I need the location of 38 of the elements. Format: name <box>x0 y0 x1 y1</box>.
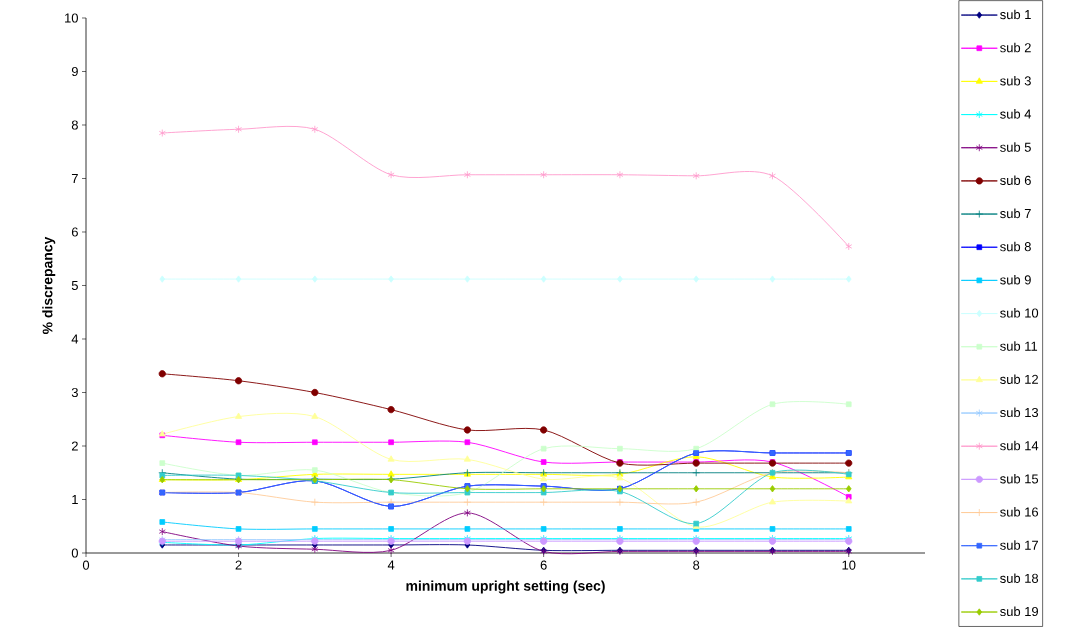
x-tick-label: 4 <box>387 560 395 570</box>
y-tick-label: 5 <box>71 280 78 291</box>
x-tick-label: 0 <box>82 560 90 570</box>
y-tick-label: 3 <box>71 387 78 398</box>
legend-label: sub 18 <box>1000 573 1039 583</box>
y-tick-label: 0 <box>71 548 78 558</box>
legend-label: sub 5 <box>1000 142 1031 152</box>
legend-label: sub 6 <box>1000 175 1031 185</box>
legend-label: sub 7 <box>1000 208 1031 219</box>
legend-label: sub 11 <box>1000 341 1038 351</box>
legend-label: sub 14 <box>1000 440 1039 451</box>
x-tick-label: 2 <box>235 560 242 570</box>
y-tick-label: 2 <box>71 441 78 451</box>
y-tick-label: 8 <box>71 120 78 130</box>
legend-label: sub 19 <box>1000 606 1039 617</box>
legend-label: sub 4 <box>1000 109 1032 119</box>
x-tick-label: 10 <box>842 560 856 570</box>
y-tick-label: 4 <box>71 334 79 344</box>
legend-label: sub 1 <box>1000 9 1031 20</box>
legend-label: sub 15 <box>1000 473 1039 484</box>
legend-label: sub 8 <box>1000 241 1031 252</box>
legend-label: sub 13 <box>1000 407 1039 418</box>
x-tick-label: 6 <box>540 560 547 570</box>
y-tick-label: 9 <box>71 66 78 77</box>
x-tick-label: 8 <box>693 560 700 570</box>
y-tick-label: 7 <box>71 174 78 183</box>
x-axis-title: minimum upright setting (sec) <box>406 580 605 594</box>
y-axis-title: % discrepancy <box>42 236 56 334</box>
legend-label: sub 2 <box>1000 42 1031 53</box>
legend-label: sub 10 <box>1000 308 1039 318</box>
y-tick-label: 1 <box>72 495 78 504</box>
y-tick-label: 6 <box>71 227 78 237</box>
y-tick-label: 10 <box>65 13 78 23</box>
legend-label: sub 12 <box>1000 374 1038 384</box>
legend-label: sub 3 <box>1000 75 1031 86</box>
legend-label: sub 17 <box>1000 540 1038 550</box>
legend-label: sub 16 <box>1000 507 1039 517</box>
legend-label: sub 9 <box>1000 274 1031 285</box>
